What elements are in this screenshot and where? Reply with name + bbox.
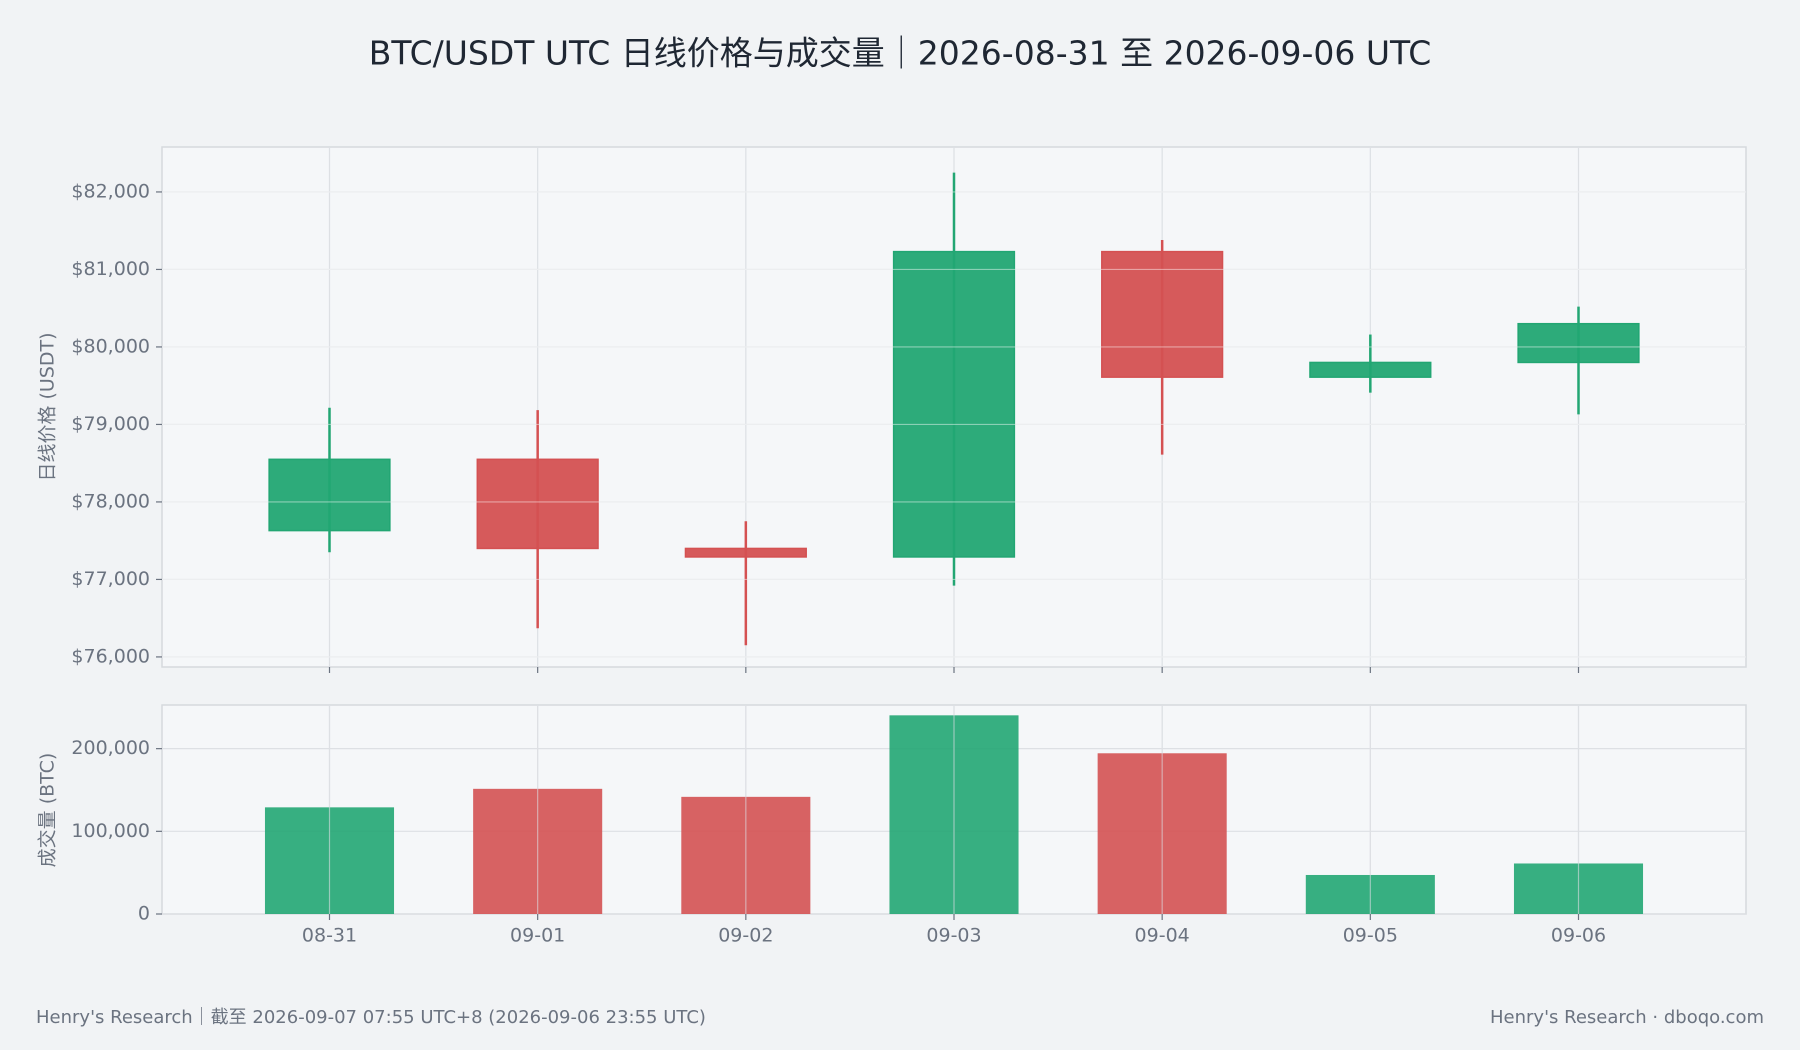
footer-left: Henry's Research｜截至 2026-09-07 07:55 UTC… [36, 1007, 706, 1028]
candle-body [892, 250, 1016, 558]
x-tick-label: 09-03 [926, 925, 981, 947]
y-tick-label: $80,000 [71, 335, 150, 357]
y-tick-label: 0 [138, 903, 150, 925]
candle-body [684, 547, 807, 558]
volume-axis-label: 成交量 (BTC) [37, 753, 59, 868]
y-tick-label: 100,000 [71, 820, 150, 842]
x-tick-label: 08-31 [302, 925, 357, 947]
y-tick-label: $79,000 [71, 413, 150, 435]
x-tick-label: 09-01 [510, 925, 565, 947]
candle-body [1309, 361, 1432, 378]
chart-title: BTC/USDT UTC 日线价格与成交量｜2026-08-31 至 2026-… [369, 34, 1432, 73]
candle-body [268, 458, 391, 532]
x-tick-label: 09-04 [1135, 925, 1190, 947]
candle-body [1517, 322, 1640, 364]
candle-body [476, 458, 599, 550]
x-tick-label: 09-05 [1343, 925, 1398, 947]
footer-right: Henry's Research · dboqo.com [1490, 1007, 1764, 1028]
y-tick-label: 200,000 [71, 737, 150, 759]
y-tick-label: $81,000 [71, 258, 150, 280]
y-tick-label: $77,000 [71, 568, 150, 590]
x-tick-label: 09-06 [1551, 925, 1606, 947]
y-tick-label: $82,000 [71, 180, 150, 202]
x-tick-label: 09-02 [718, 925, 773, 947]
y-tick-label: $78,000 [71, 490, 150, 512]
y-tick-label: $76,000 [71, 645, 150, 667]
price-axis-label: 日线价格 (USDT) [37, 332, 59, 481]
candle-body [1101, 250, 1224, 378]
